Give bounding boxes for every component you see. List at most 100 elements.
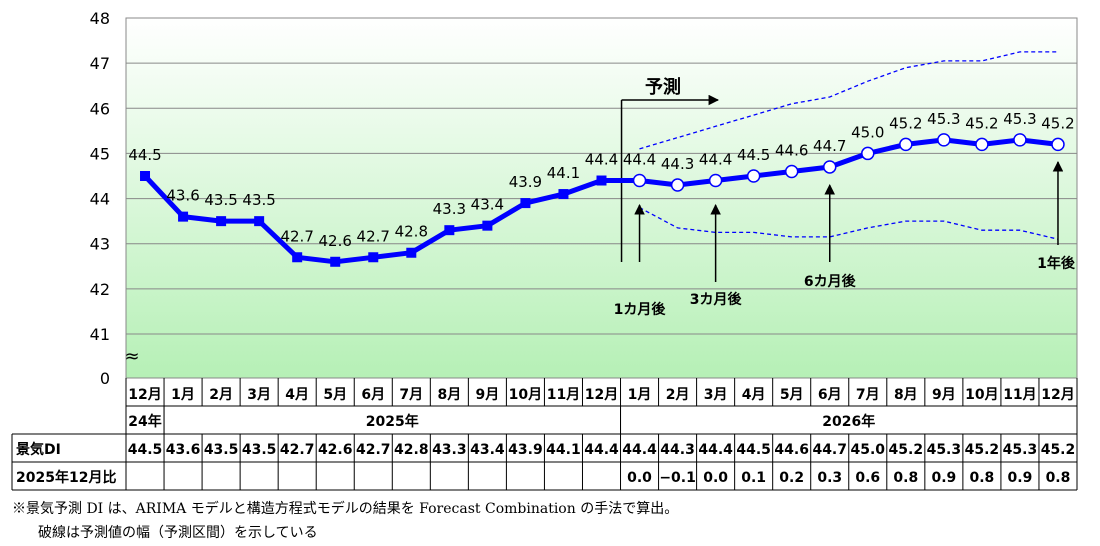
data-label: 43.4 — [471, 196, 504, 214]
data-label: 43.5 — [204, 191, 237, 209]
data-label: 43.3 — [433, 200, 466, 218]
data-label: 43.6 — [166, 187, 199, 205]
di-forecast-point — [746, 169, 761, 183]
table-cell-diff: −0.1 — [659, 470, 696, 486]
month-label: 11月 — [1003, 387, 1036, 403]
table-cell-di: 43.5 — [242, 442, 277, 458]
y-tick-label: 42 — [90, 280, 110, 299]
table-cell-diff: 0.1 — [741, 470, 766, 486]
forecast-interval-bands — [639, 51, 1059, 240]
month-label: 11月 — [547, 387, 580, 403]
month-label: 1月 — [171, 387, 195, 403]
data-label: 44.3 — [661, 155, 694, 173]
year-label: 2025年 — [366, 413, 419, 430]
di-forecast-point — [670, 178, 685, 192]
data-label: 45.2 — [889, 114, 922, 132]
month-label: 8月 — [437, 387, 461, 403]
row-label-diff: 2025年12月比 — [16, 469, 116, 486]
di-point — [596, 175, 607, 186]
data-label: 42.8 — [395, 223, 428, 241]
table-cell-di: 43.6 — [166, 442, 201, 458]
data-label: 44.6 — [775, 141, 808, 159]
y-tick-label: 48 — [90, 9, 110, 28]
month-label: 7月 — [856, 387, 880, 403]
di-forecast-point — [708, 173, 723, 188]
table-cell-diff: 0.8 — [969, 470, 994, 486]
table-cell-di: 45.3 — [927, 442, 962, 458]
y-tick-label: 44 — [90, 190, 110, 209]
month-label: 5月 — [323, 387, 347, 403]
di-point — [482, 220, 493, 231]
table-cell-di: 42.8 — [394, 442, 429, 458]
data-label: 45.3 — [1003, 110, 1036, 128]
table-cell-di: 42.6 — [318, 442, 353, 458]
table-cell-di: 44.1 — [546, 442, 581, 458]
table-cell-di: 44.4 — [698, 442, 733, 458]
y-tick-label: 43 — [90, 235, 110, 254]
axis-break-icon: ≈ — [124, 346, 139, 367]
di-forecast-point — [937, 133, 951, 147]
month-label: 12月 — [128, 387, 161, 403]
six-month-annotation-label: 6カ月後 — [804, 273, 857, 290]
table-cell-diff: 0.8 — [893, 470, 918, 486]
month-label: 2月 — [209, 387, 233, 403]
data-label: 45.0 — [851, 123, 884, 141]
table-cell-di: 42.7 — [280, 442, 315, 458]
month-label: 1月 — [628, 387, 652, 403]
table-cell-di: 44.4 — [584, 442, 619, 458]
month-label: 7月 — [399, 387, 423, 403]
table-cell-diff: 0.6 — [855, 470, 880, 486]
month-label: 9月 — [476, 387, 500, 403]
di-point — [368, 252, 379, 263]
data-label: 45.3 — [927, 110, 960, 128]
data-label: 45.2 — [1041, 114, 1074, 132]
month-label: 6月 — [818, 387, 842, 403]
data-label: 44.1 — [547, 164, 580, 182]
month-label: 8月 — [894, 387, 918, 403]
month-label: 12月 — [585, 387, 618, 403]
di-point — [178, 211, 189, 222]
data-labels: 44.5 43.6 43.5 43.5 42.7 42.6 42.7 42.8 43.3 43.4… — [128, 110, 1074, 250]
month-label: 3月 — [704, 387, 728, 403]
month-label: 10月 — [509, 387, 542, 403]
table-cell-di: 45.2 — [889, 442, 924, 458]
y-tick-label: 46 — [90, 99, 110, 118]
upper-band-line — [639, 51, 1058, 150]
y-tick-label: 47 — [90, 54, 110, 73]
di-point — [216, 216, 227, 227]
di-forecast-point — [822, 160, 837, 174]
table-cell-di: 43.9 — [508, 442, 543, 458]
y-tick-label-zero: 0 — [100, 369, 110, 388]
di-point — [292, 252, 303, 263]
one-year-annotation-label: 1年後 — [1037, 255, 1076, 272]
table-cell-di: 45.2 — [965, 442, 1000, 458]
month-label: 6月 — [361, 387, 385, 403]
di-point — [140, 171, 151, 181]
di-forecast-point — [975, 137, 989, 152]
di-point — [444, 225, 455, 236]
y-tick-label: 45 — [90, 144, 110, 163]
forecast-label: 予測 — [645, 76, 681, 98]
lower-band-line — [639, 207, 1059, 240]
data-label: 44.5 — [737, 146, 770, 164]
di-point — [406, 247, 417, 258]
data-label: 43.5 — [242, 191, 275, 209]
data-label: 44.4 — [699, 151, 732, 169]
data-label: 42.7 — [280, 227, 313, 245]
table-cell-di: 44.7 — [812, 442, 847, 458]
table-cell-diff: 0.3 — [817, 470, 842, 486]
table-cell-di: 45.2 — [1041, 442, 1076, 458]
table-cell-di: 43.4 — [470, 442, 505, 458]
month-label: 2月 — [666, 387, 690, 403]
series-line — [140, 133, 1065, 267]
table-cell-di: 44.5 — [736, 442, 771, 458]
table-cell-di: 45.0 — [851, 442, 886, 458]
y-tick-label: 41 — [90, 325, 110, 344]
one-month-annotation-label: 1カ月後 — [614, 301, 667, 318]
di-forecast-point — [784, 164, 799, 179]
footnote-line-1: ※景気予測 DI は、ARIMA モデルと構造方程式モデルの結果を Foreca… — [12, 501, 679, 517]
table-cell-diff: 0.0 — [627, 470, 652, 486]
three-month-annotation-label: 3カ月後 — [690, 291, 743, 308]
di-point — [330, 256, 341, 267]
table-cell-diff: 0.0 — [703, 470, 728, 486]
